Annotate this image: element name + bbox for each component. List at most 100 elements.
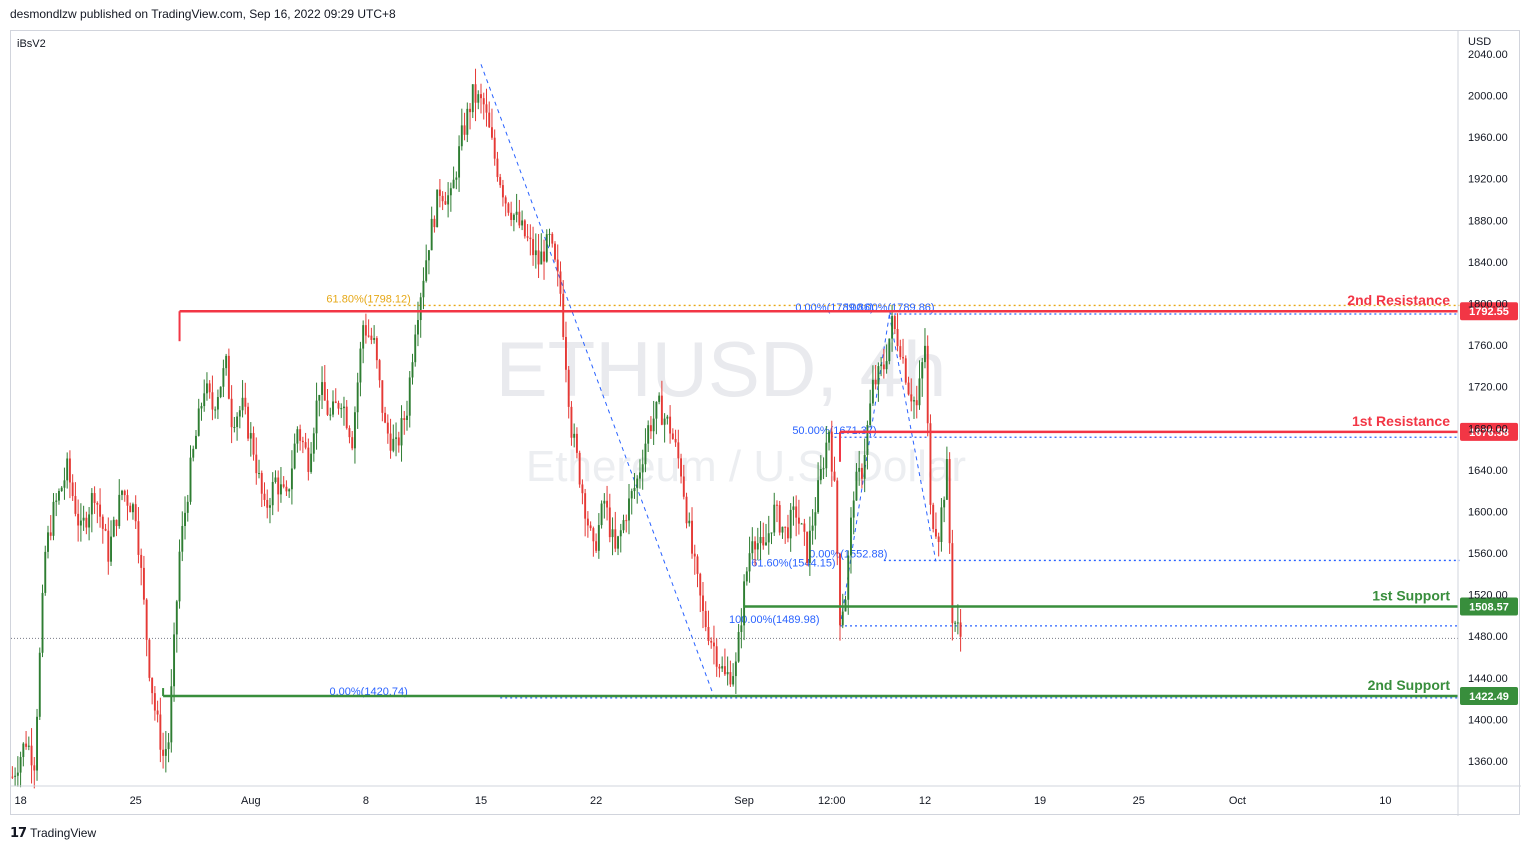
candle-body: [384, 412, 387, 423]
price-tag-label: 1508.57: [1469, 602, 1509, 614]
candle-body: [825, 442, 828, 469]
candle-body: [913, 400, 915, 402]
candle-body: [526, 236, 529, 238]
candle-body: [167, 742, 170, 750]
candle-body: [784, 526, 787, 528]
candle-body: [729, 672, 732, 685]
candle-body: [559, 271, 562, 294]
candle-body: [279, 484, 282, 495]
candle-body: [466, 108, 469, 135]
candle-body: [904, 358, 907, 383]
candle-body: [427, 250, 430, 261]
level-name: 2nd Resistance: [1347, 292, 1450, 308]
candle-body: [77, 513, 80, 526]
candle-body: [293, 443, 296, 469]
candle-body: [638, 472, 641, 479]
candle-body: [277, 477, 280, 495]
candle-body: [674, 438, 677, 443]
candle-body: [619, 530, 622, 537]
candle-body: [748, 553, 751, 572]
candle-body: [107, 530, 110, 562]
candle-body: [573, 433, 576, 438]
candle-body: [153, 693, 156, 711]
candle-body: [666, 416, 669, 419]
candle-body: [244, 397, 247, 407]
candle-body: [16, 772, 19, 776]
candle-body: [822, 468, 825, 470]
candle-body: [230, 398, 233, 428]
candle-body: [351, 437, 354, 449]
candle-body: [765, 542, 767, 546]
candle-body: [11, 776, 14, 778]
candle-body: [677, 442, 680, 459]
candle-body: [266, 499, 269, 508]
y-tick-label: 1360.00: [1468, 756, 1508, 768]
y-tick-label: 2040.00: [1468, 49, 1508, 61]
candle-layer: [11, 68, 962, 789]
fib-label: 61.60%(1544.15): [751, 558, 835, 570]
candle-body: [88, 514, 91, 528]
x-tick-label: 18: [14, 795, 26, 807]
y-tick-label: 1480.00: [1468, 631, 1508, 643]
axis-layer: iBsV2 USD1360.001400.001440.001480.001520…: [11, 31, 1521, 816]
candle-body: [458, 146, 461, 178]
candle-body: [951, 543, 954, 624]
candle-body: [99, 504, 102, 517]
candle-body: [943, 499, 946, 508]
candle-body: [173, 634, 176, 687]
candle-body: [337, 402, 340, 409]
candle-body: [499, 177, 502, 186]
candle-body: [740, 625, 743, 632]
candle-body: [614, 529, 617, 549]
candle-body: [225, 355, 228, 369]
candle-body: [148, 639, 151, 678]
candle-body: [556, 259, 559, 272]
x-tick-label: Sep: [734, 795, 754, 807]
candle-body: [411, 362, 414, 378]
candle-body: [929, 423, 932, 505]
candle-body: [205, 383, 208, 394]
price-tag: [1460, 597, 1518, 616]
x-tick-label: 8: [363, 795, 369, 807]
candle-body: [882, 364, 885, 370]
candle-body: [819, 468, 822, 481]
candle-body: [236, 416, 239, 428]
candle-body: [449, 188, 452, 196]
candle-body: [611, 529, 614, 538]
candle-body: [871, 379, 874, 404]
candle-body: [307, 447, 310, 472]
y-tick-label: 1680.00: [1468, 423, 1508, 435]
candle-body: [707, 626, 710, 642]
candle-body: [151, 677, 154, 694]
candle-body: [954, 622, 957, 624]
candle-body: [817, 480, 820, 513]
candle-body: [364, 325, 367, 336]
candle-body: [356, 382, 359, 413]
candle-body: [737, 631, 740, 662]
candle-body: [186, 501, 189, 513]
candle-body: [269, 505, 271, 508]
candle-body: [301, 440, 304, 443]
candle-body: [63, 480, 66, 488]
candle-body: [36, 716, 38, 771]
candle-body: [756, 543, 759, 550]
tradingview-logo-icon[interactable]: 𝟭𝟳: [10, 825, 27, 840]
candle-body: [554, 243, 556, 260]
candle-body: [477, 94, 480, 103]
candle-body: [219, 386, 222, 398]
price-tag-label: 1676.58: [1469, 427, 1509, 439]
candle-body: [877, 366, 880, 385]
price-chart[interactable]: ETHUSD, 4h Ethereum / U.S. Dollar 61.80%(…: [11, 31, 1521, 816]
candle-body: [786, 527, 789, 539]
candle-body: [773, 504, 776, 533]
candle-body: [195, 435, 197, 449]
candle-body: [518, 211, 521, 226]
candle-body: [682, 476, 685, 497]
candle-body: [208, 383, 211, 393]
footer-brand[interactable]: TradingView: [30, 826, 97, 840]
candle-body: [52, 501, 55, 536]
price-tag: [1460, 687, 1518, 706]
y-tick-label: 1800.00: [1468, 298, 1508, 310]
candle-body: [501, 185, 504, 198]
candle-body: [723, 666, 726, 675]
